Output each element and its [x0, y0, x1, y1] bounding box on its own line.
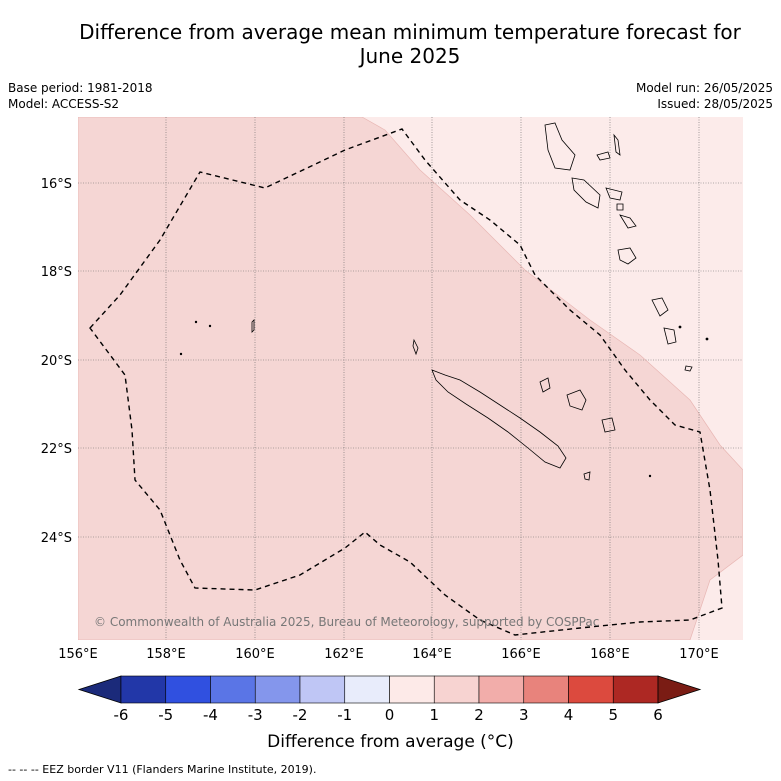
colorbar-segment [210, 675, 256, 704]
matthew-island [684, 365, 693, 372]
mare-island [601, 417, 616, 433]
colorbar-tick-label: 1 [429, 706, 439, 724]
lon-label-170e: 170°E [679, 647, 719, 662]
colorbar-tick-label: -6 [114, 706, 129, 724]
pentecost-island [605, 187, 623, 201]
lon-label-164e: 164°E [412, 647, 452, 662]
eez-footnote: -- -- -- EEZ border V11 (Flanders Marine… [8, 763, 317, 776]
malekula-island [571, 177, 601, 209]
ile-des-pins [583, 471, 591, 481]
lat-label-16s: 16°S [41, 177, 72, 192]
anomaly-zone-1-2 [78, 117, 743, 640]
colorbar-tick-label: -5 [158, 706, 173, 724]
efate-island [619, 214, 637, 229]
hunter-island [705, 337, 709, 341]
meta-right: Model run: 26/05/2025 Issued: 28/05/2025 [636, 80, 773, 112]
islet-3 [179, 352, 183, 356]
model-run: Model run: 26/05/2025 [635, 81, 773, 95]
colorbar-tick-label: -4 [203, 706, 218, 724]
gridlines [78, 117, 743, 640]
ambae-island [596, 151, 611, 161]
lon-labels: 156°E 158°E 160°E 162°E 164°E 166°E 168°… [58, 647, 719, 662]
colorbar-tick-label: -1 [337, 706, 352, 724]
colorbar-label: Difference from average (°C) [267, 732, 514, 752]
lon-label-168e: 168°E [590, 647, 630, 662]
colorbar-segment [389, 675, 435, 704]
lat-label-20s: 20°S [41, 354, 72, 369]
islet-1 [194, 320, 198, 324]
map-title: Difference from average mean minimum tem… [40, 20, 780, 68]
colorbar-segment [568, 675, 614, 704]
lat-labels: 16°S 18°S 20°S 22°S 24°S [41, 177, 72, 546]
title-line-1: Difference from average mean minimum tem… [79, 20, 741, 44]
colorbar-segment [433, 675, 480, 704]
map-area: © Commonwealth of Australia 2025, Bureau… [78, 117, 743, 640]
colorbar-tick-label: 0 [385, 706, 395, 724]
meta-left: Base period: 1981-2018 Model: ACCESS-S2 [8, 80, 153, 112]
epi-island [616, 203, 624, 211]
colorbar-segment [165, 675, 211, 704]
colorbar-tick-label: 2 [474, 706, 484, 724]
grande-terre-island [431, 369, 567, 469]
lon-label-162e: 162°E [324, 647, 364, 662]
lat-label-18s: 18°S [41, 265, 72, 280]
colorbar-segment [612, 675, 659, 704]
futuna-island [678, 325, 682, 329]
copyright-text: © Commonwealth of Australia 2025, Bureau… [94, 615, 599, 629]
eez-border [89, 128, 723, 636]
base-period: Base period: 1981-2018 [8, 81, 153, 95]
colorbar-segment [254, 675, 301, 704]
lon-label-156e: 156°E [58, 647, 98, 662]
lon-label-166e: 166°E [501, 647, 541, 662]
ouvea-island [539, 377, 551, 393]
colorbar-extend-low [77, 675, 122, 704]
lon-label-158e: 158°E [146, 647, 186, 662]
colorbar-tick-label: -2 [293, 706, 308, 724]
model-name: Model: ACCESS-S2 [8, 97, 120, 111]
colorbar-segment [299, 675, 346, 704]
colorbar-tick-label: 5 [608, 706, 618, 724]
colorbar-tick-label: -3 [248, 706, 263, 724]
lat-label-24s: 24°S [41, 531, 72, 546]
colorbar-tick-label: 3 [519, 706, 529, 724]
colorbar-extend-high [657, 675, 702, 704]
colorbar-tick-label: 4 [564, 706, 574, 724]
issued-date: Issued: 28/05/2025 [657, 97, 773, 111]
belep-islands [412, 338, 419, 356]
tanna-island [651, 297, 669, 317]
colorbar-segment [478, 675, 525, 704]
chesterfield-islands [179, 319, 255, 356]
title-line-2: June 2025 [359, 44, 461, 68]
walpole-island [648, 474, 652, 478]
lifou-island [566, 389, 587, 411]
lat-label-22s: 22°S [41, 442, 72, 457]
colorbar-segment [120, 675, 167, 704]
colorbar: -6 -5 -4 -3 -2 -1 0 1 2 3 4 5 6 [77, 675, 702, 724]
chesterfield-reef [251, 319, 255, 333]
espiritu-santo-island [544, 122, 576, 171]
aneityum-island [663, 327, 677, 345]
lon-label-160e: 160°E [235, 647, 275, 662]
maewo-island [613, 133, 621, 156]
vanuatu [544, 122, 709, 372]
erromango-island [617, 247, 637, 265]
colorbar-segment [344, 675, 390, 704]
colorbar-tick-label: 6 [653, 706, 663, 724]
new-caledonia [412, 338, 652, 481]
colorbar-segment [523, 675, 569, 704]
islet-2 [208, 324, 212, 328]
